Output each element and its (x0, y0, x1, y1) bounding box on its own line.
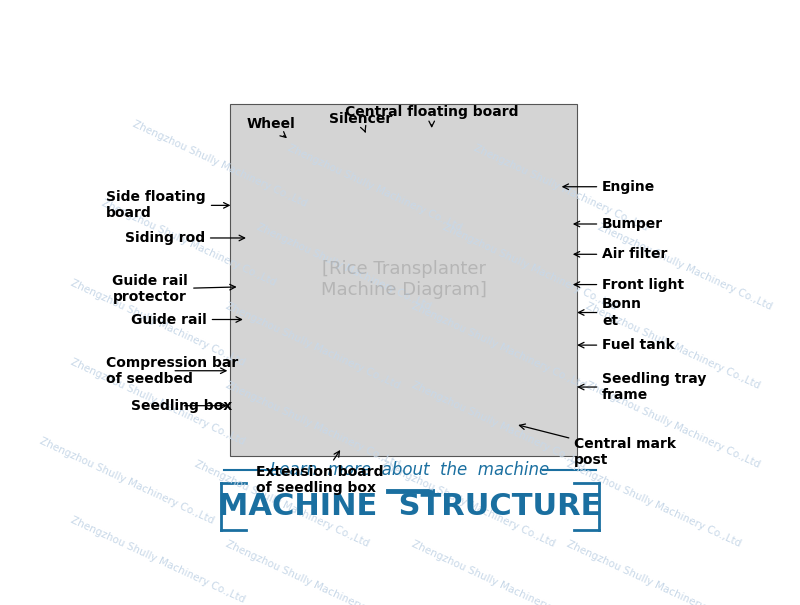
Text: MACHINE  STRUCTURE: MACHINE STRUCTURE (218, 492, 602, 522)
Text: Front light: Front light (574, 278, 684, 292)
Text: Bonn
et: Bonn et (578, 298, 642, 328)
Text: Zhengzhou Shully Machinery Co.,Ltd: Zhengzhou Shully Machinery Co.,Ltd (410, 301, 587, 391)
Text: Compression bar
of seedbed: Compression bar of seedbed (106, 356, 238, 386)
Text: Zhengzhou Shully Machinery Co.,Ltd: Zhengzhou Shully Machinery Co.,Ltd (596, 221, 774, 312)
Text: Side floating
board: Side floating board (106, 190, 229, 220)
Text: Guide rail
protector: Guide rail protector (112, 274, 235, 304)
Text: Zhengzhou Shully Machinery Co.,Ltd: Zhengzhou Shully Machinery Co.,Ltd (224, 301, 402, 391)
Text: Zhengzhou Shully Machinery Co.,Ltd: Zhengzhou Shully Machinery Co.,Ltd (286, 143, 463, 232)
Text: Extension board
of seedling box: Extension board of seedling box (256, 451, 384, 495)
Text: Zhengzhou Shully Machinery Co.,Ltd: Zhengzhou Shully Machinery Co.,Ltd (69, 357, 246, 446)
Text: Zhengzhou Shully Machinery Co.,Ltd: Zhengzhou Shully Machinery Co.,Ltd (69, 278, 246, 367)
Text: Zhengzhou Shully Machinery Co.,Ltd: Zhengzhou Shully Machinery Co.,Ltd (410, 538, 587, 605)
Text: Silencer: Silencer (329, 112, 392, 132)
Text: Siding rod: Siding rod (125, 231, 245, 245)
Bar (230, 104, 578, 456)
Text: Fuel tank: Fuel tank (578, 338, 675, 352)
Text: Seedling box: Seedling box (131, 399, 232, 413)
Text: Seedling tray
frame: Seedling tray frame (578, 372, 706, 402)
Text: Zhengzhou Shully Machinery Co.,Ltd: Zhengzhou Shully Machinery Co.,Ltd (193, 459, 370, 549)
Text: Wheel: Wheel (246, 117, 295, 137)
Text: Learn  more  about  the  machine: Learn more about the machine (270, 460, 550, 479)
Text: Zhengzhou Shully Machinery Co.,Ltd: Zhengzhou Shully Machinery Co.,Ltd (224, 538, 402, 605)
Text: Zhengzhou Shully Machinery Co.,Ltd: Zhengzhou Shully Machinery Co.,Ltd (100, 198, 278, 288)
Text: Central mark
post: Central mark post (519, 424, 676, 468)
Text: Bumper: Bumper (574, 217, 663, 231)
Text: Zhengzhou Shully Machinery Co.,Ltd: Zhengzhou Shully Machinery Co.,Ltd (224, 380, 402, 470)
Text: Zhengzhou Shully Machinery Co.,Ltd: Zhengzhou Shully Machinery Co.,Ltd (472, 143, 650, 232)
Text: Zhengzhou Shully Machinery Co.,Ltd: Zhengzhou Shully Machinery Co.,Ltd (584, 380, 761, 470)
Text: Guide rail: Guide rail (131, 313, 242, 327)
Text: [Rice Transplanter
Machine Diagram]: [Rice Transplanter Machine Diagram] (321, 260, 486, 299)
Text: Air filter: Air filter (574, 247, 667, 261)
Text: Engine: Engine (563, 180, 655, 194)
Text: Central floating board: Central floating board (345, 105, 518, 126)
Text: Zhengzhou Shully Machinery Co.,Ltd: Zhengzhou Shully Machinery Co.,Ltd (441, 221, 618, 312)
Text: Zhengzhou Shully Machinery Co.,Ltd: Zhengzhou Shully Machinery Co.,Ltd (38, 436, 215, 526)
Text: Zhengzhou Shully Machinery Co.,Ltd: Zhengzhou Shully Machinery Co.,Ltd (410, 380, 587, 470)
Text: Zhengzhou Shully Machinery Co.,Ltd: Zhengzhou Shully Machinery Co.,Ltd (131, 119, 309, 209)
Text: Zhengzhou Shully Machinery Co.,Ltd: Zhengzhou Shully Machinery Co.,Ltd (584, 301, 761, 391)
Text: Zhengzhou Shully Machinery Co.,Ltd: Zhengzhou Shully Machinery Co.,Ltd (255, 221, 433, 312)
Text: Zhengzhou Shully Machinery Co.,Ltd: Zhengzhou Shully Machinery Co.,Ltd (379, 459, 557, 549)
Text: Zhengzhou Shully Machinery Co.,Ltd: Zhengzhou Shully Machinery Co.,Ltd (565, 459, 742, 549)
Text: Zhengzhou Shully Machinery Co.,Ltd: Zhengzhou Shully Machinery Co.,Ltd (69, 515, 246, 605)
Text: Zhengzhou Shully Machinery Co.,Ltd: Zhengzhou Shully Machinery Co.,Ltd (565, 538, 742, 605)
